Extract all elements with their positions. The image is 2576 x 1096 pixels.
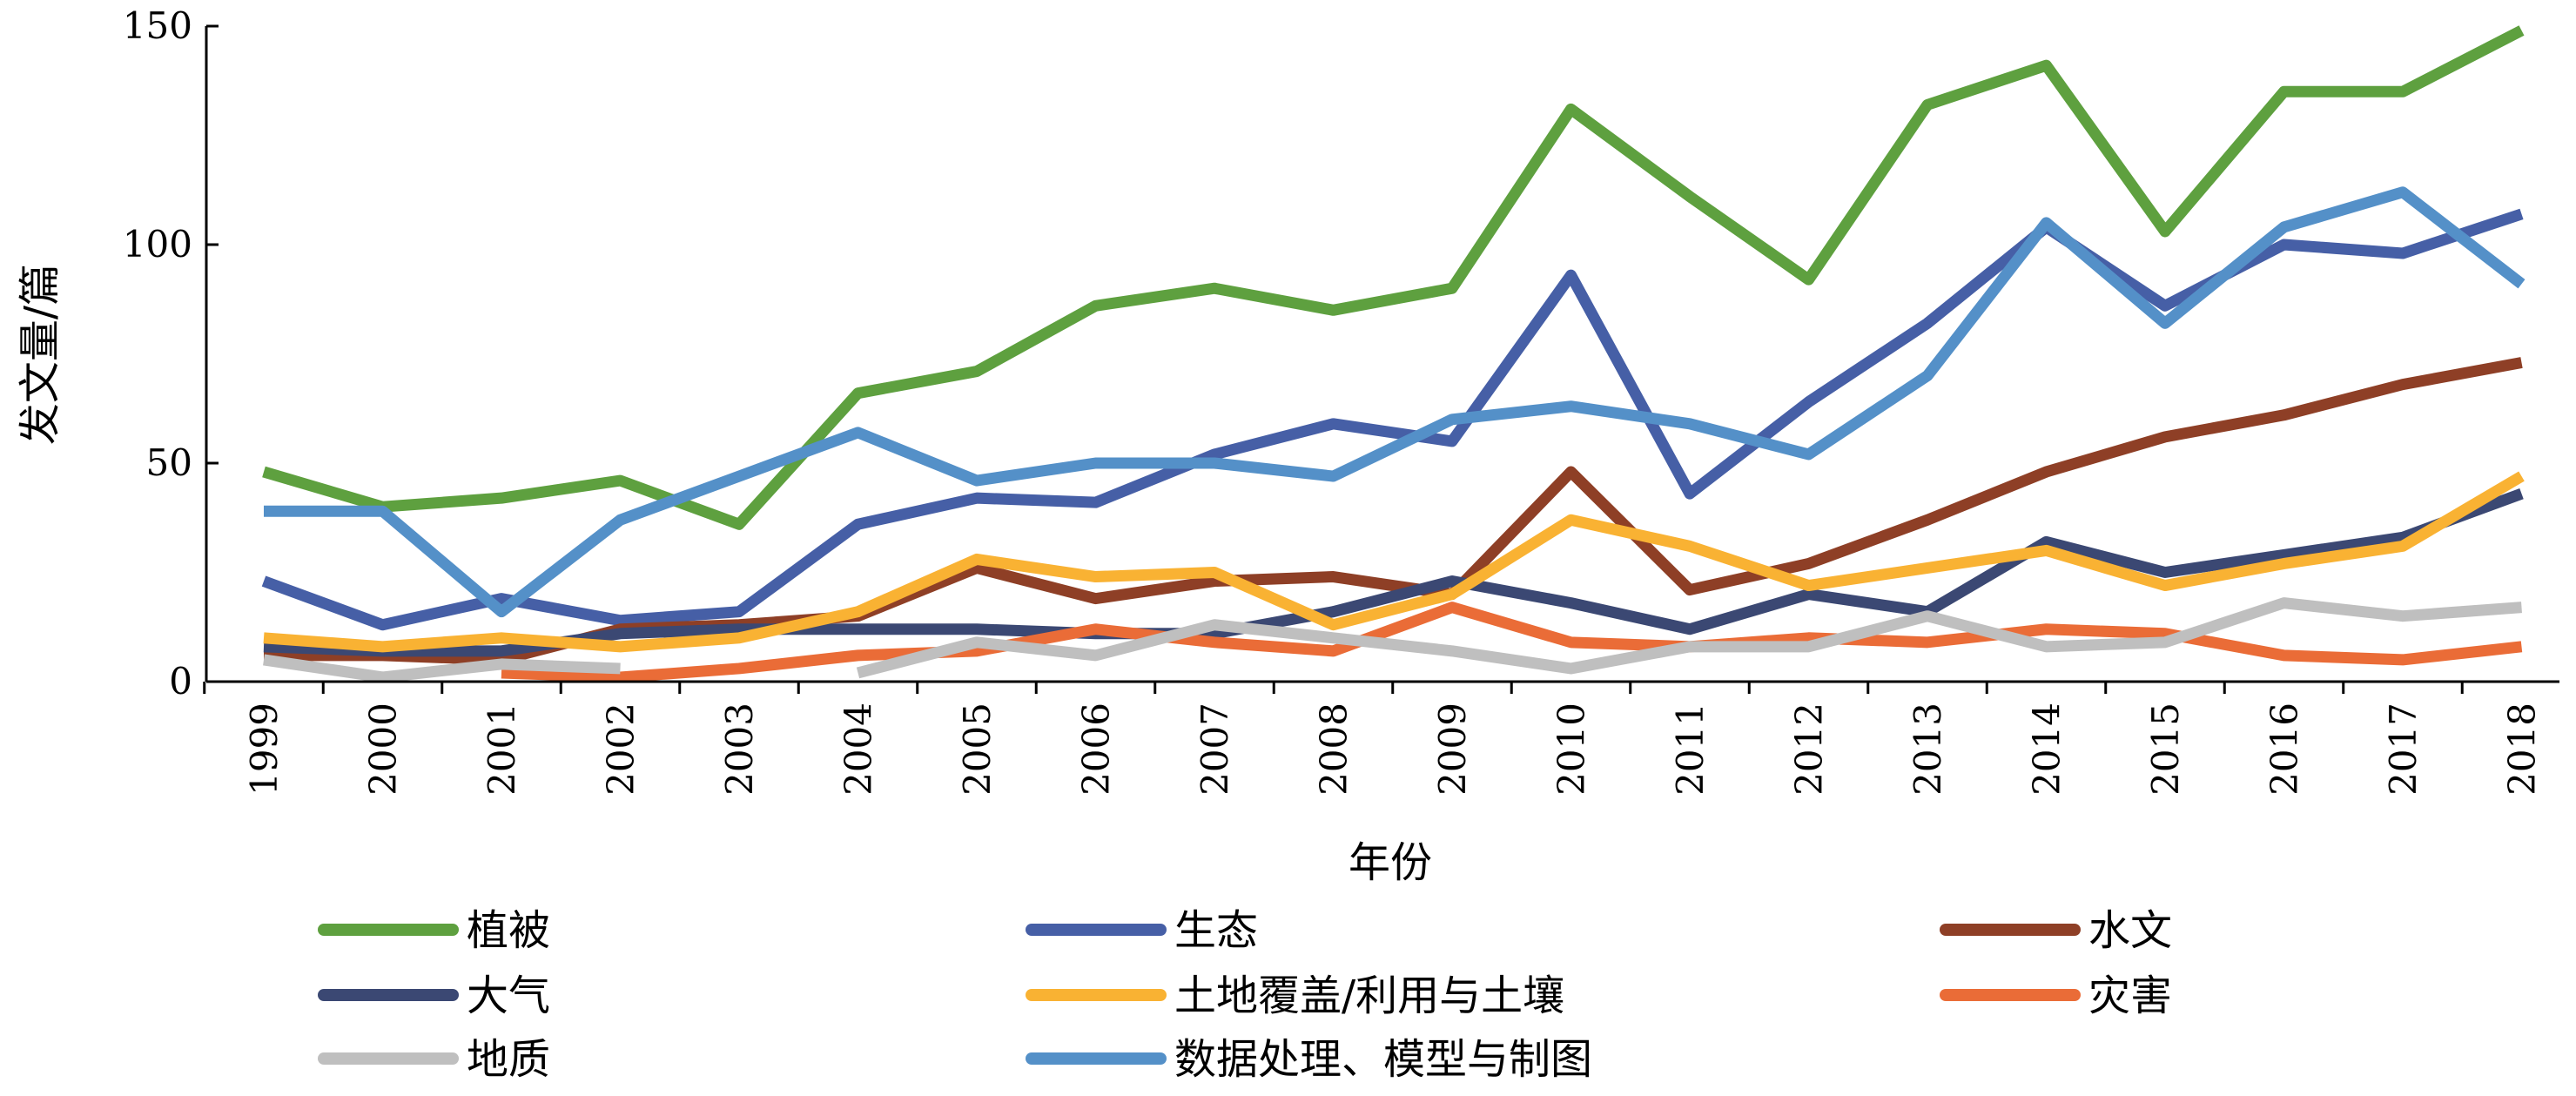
legend-label: 地质: [467, 1035, 550, 1084]
x-tick-label: 2001: [481, 703, 523, 796]
x-tick-label: 2012: [1788, 703, 1831, 796]
series-地质: [263, 597, 2522, 683]
x-tick-label: 2004: [837, 703, 880, 796]
y-tick-label: 50: [146, 441, 192, 484]
series-生态: [261, 208, 2524, 631]
x-tick-label: 2013: [1907, 703, 1949, 796]
legend-label: 土地覆盖/利用与土壤: [1174, 972, 1564, 1020]
x-tick-label: 2000: [362, 703, 405, 796]
series-植被: [262, 25, 2525, 530]
series-line: [261, 208, 2524, 631]
x-tick-label: 2010: [1550, 703, 1593, 796]
legend-item: 植被: [318, 906, 550, 955]
series-line: [263, 488, 2524, 657]
y-tick-label: 100: [123, 223, 192, 266]
legend-item: 生态: [1026, 906, 1258, 955]
x-tick-label: 2017: [2382, 703, 2425, 796]
series-line: [264, 186, 2526, 618]
legend-item: 灾害: [1940, 972, 2172, 1020]
x-tick-label: 1999: [243, 703, 286, 796]
x-tick-label: 2014: [2026, 703, 2068, 796]
series-line: [263, 654, 621, 683]
legend-item: 水文: [1940, 906, 2172, 955]
x-tick-label: 2003: [718, 703, 761, 796]
x-tick-label: 2006: [1075, 703, 1118, 796]
series-土地覆盖/利用与土壤: [263, 471, 2525, 653]
series-line: [263, 471, 2525, 653]
series-layer: [261, 25, 2526, 683]
x-tick-label: 2011: [1669, 703, 1712, 796]
legend-label: 水文: [2088, 906, 2172, 955]
y-ticks: 0 50 100 150: [123, 4, 219, 703]
x-tick-label: 2016: [2263, 703, 2306, 796]
legend-item: 数据处理、模型与制图: [1026, 1035, 1592, 1084]
legend-label: 生态: [1174, 906, 1258, 955]
y-axis-title: 发文量/篇: [16, 264, 64, 445]
x-tick-label: 2005: [956, 703, 999, 796]
series-line: [856, 597, 2522, 679]
x-tick-label: 2009: [1431, 703, 1474, 796]
x-tick-label: 2015: [2144, 703, 2187, 796]
x-axis-title: 年份: [1349, 838, 1432, 887]
legend-label: 大气: [467, 972, 550, 1020]
legend-item: 地质: [318, 1035, 550, 1084]
legend-label: 灾害: [2088, 972, 2172, 1020]
x-tick-label: 2002: [600, 703, 642, 796]
x-tick-label: 2007: [1194, 703, 1236, 796]
x-ticks: 1999 2000 2001 2002 2003 2004 2005 2006 2007 2008…: [203, 682, 2544, 796]
y-tick-label: 0: [169, 660, 192, 703]
legend-label: 植被: [467, 906, 550, 955]
series-大气: [263, 488, 2524, 657]
legend-item: 大气: [318, 972, 550, 1020]
x-tick-label: 2018: [2501, 703, 2544, 796]
legend-label: 数据处理、模型与制图: [1174, 1035, 1592, 1084]
axes: [205, 26, 2559, 683]
series-line: [262, 25, 2525, 530]
legend-item: 土地覆盖/利用与土壤: [1026, 972, 1564, 1020]
series-数据处理、模型与制图: [264, 186, 2526, 618]
x-tick-label: 2008: [1313, 703, 1355, 796]
y-tick-label: 150: [123, 4, 192, 47]
